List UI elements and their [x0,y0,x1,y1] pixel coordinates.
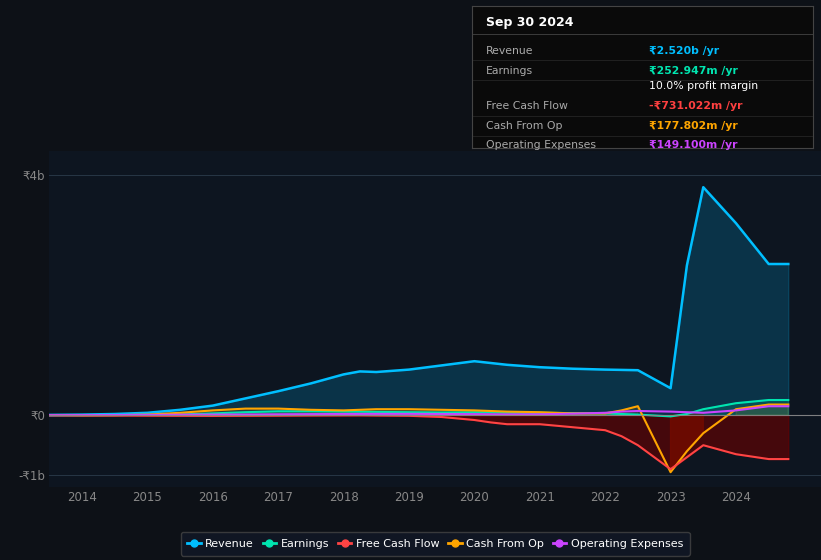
Text: ₹177.802m /yr: ₹177.802m /yr [649,122,738,131]
Text: -₹731.022m /yr: -₹731.022m /yr [649,101,743,111]
Text: Free Cash Flow: Free Cash Flow [486,101,567,111]
Text: Sep 30 2024: Sep 30 2024 [486,16,573,29]
Text: Cash From Op: Cash From Op [486,122,562,131]
Text: Earnings: Earnings [486,66,533,76]
Text: Revenue: Revenue [486,45,533,55]
Legend: Revenue, Earnings, Free Cash Flow, Cash From Op, Operating Expenses: Revenue, Earnings, Free Cash Flow, Cash … [181,532,690,556]
Text: 10.0% profit margin: 10.0% profit margin [649,81,759,91]
Text: ₹252.947m /yr: ₹252.947m /yr [649,66,738,76]
Text: ₹2.520b /yr: ₹2.520b /yr [649,45,719,55]
Text: Operating Expenses: Operating Expenses [486,140,596,150]
Text: ₹149.100m /yr: ₹149.100m /yr [649,140,738,150]
